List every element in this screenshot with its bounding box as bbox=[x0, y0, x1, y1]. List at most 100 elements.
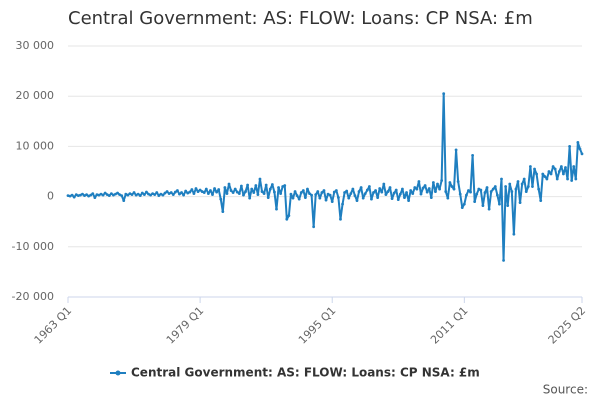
point bbox=[580, 152, 584, 156]
point bbox=[394, 188, 398, 192]
point bbox=[328, 193, 332, 197]
point bbox=[384, 193, 388, 196]
point bbox=[388, 186, 392, 189]
point bbox=[209, 189, 212, 192]
point bbox=[487, 207, 491, 211]
point bbox=[138, 194, 142, 197]
point bbox=[438, 187, 441, 191]
point bbox=[345, 189, 349, 193]
point bbox=[376, 196, 380, 200]
x-tick-label: 2011 Q1 bbox=[428, 304, 471, 347]
point bbox=[479, 188, 483, 192]
point bbox=[341, 202, 344, 206]
point bbox=[301, 189, 305, 192]
point bbox=[564, 166, 567, 169]
point bbox=[541, 172, 545, 176]
point bbox=[153, 193, 157, 196]
point bbox=[101, 193, 105, 197]
point bbox=[260, 190, 264, 193]
point bbox=[436, 182, 439, 186]
point bbox=[469, 190, 472, 194]
point bbox=[572, 165, 576, 168]
chart-title: Central Government: AS: FLOW: Loans: CP … bbox=[68, 8, 533, 29]
point bbox=[421, 186, 425, 190]
point bbox=[374, 189, 377, 192]
point bbox=[454, 148, 458, 152]
point bbox=[343, 191, 347, 194]
point bbox=[295, 194, 299, 197]
legend-label: Central Government: AS: FLOW: Loans: CP … bbox=[131, 366, 480, 380]
point bbox=[370, 197, 373, 201]
point bbox=[279, 192, 283, 195]
point bbox=[578, 147, 582, 151]
point bbox=[334, 189, 338, 192]
y-tick-label: 20 000 bbox=[16, 89, 55, 102]
point bbox=[493, 185, 497, 188]
point bbox=[562, 172, 565, 176]
point bbox=[89, 193, 93, 197]
point bbox=[547, 170, 551, 173]
point bbox=[398, 192, 402, 196]
point bbox=[500, 177, 503, 181]
point bbox=[339, 217, 342, 221]
point bbox=[508, 182, 512, 186]
point bbox=[196, 190, 200, 193]
point bbox=[322, 189, 326, 192]
point bbox=[401, 187, 404, 191]
point bbox=[367, 185, 371, 188]
point bbox=[471, 154, 474, 157]
point bbox=[194, 187, 198, 190]
point bbox=[403, 196, 406, 200]
point bbox=[169, 191, 173, 194]
point bbox=[357, 190, 361, 193]
point bbox=[70, 193, 74, 197]
point bbox=[235, 190, 239, 194]
point bbox=[246, 183, 249, 187]
point bbox=[231, 191, 235, 194]
point bbox=[155, 191, 159, 194]
point bbox=[229, 189, 233, 192]
point bbox=[504, 185, 508, 188]
point bbox=[227, 182, 231, 186]
point bbox=[107, 194, 111, 197]
point bbox=[528, 165, 532, 168]
point bbox=[423, 184, 427, 187]
point bbox=[545, 177, 549, 181]
point bbox=[314, 193, 318, 196]
point bbox=[473, 200, 477, 204]
point bbox=[277, 186, 280, 189]
point bbox=[516, 180, 520, 183]
point bbox=[202, 191, 206, 194]
point bbox=[462, 202, 466, 206]
point bbox=[204, 187, 208, 191]
point bbox=[409, 189, 413, 192]
point bbox=[122, 199, 126, 203]
point bbox=[543, 175, 547, 178]
point bbox=[337, 196, 340, 200]
point bbox=[533, 167, 536, 171]
point bbox=[510, 190, 514, 193]
x-tick-label: 1995 Q1 bbox=[296, 304, 339, 347]
point bbox=[81, 192, 84, 196]
point bbox=[372, 191, 375, 194]
point bbox=[386, 190, 390, 193]
x-tick-label: 1979 Q1 bbox=[164, 304, 207, 347]
point bbox=[254, 184, 258, 187]
point bbox=[85, 193, 88, 196]
point bbox=[448, 181, 452, 184]
point bbox=[361, 196, 365, 200]
point bbox=[184, 189, 188, 193]
point bbox=[116, 191, 119, 195]
point bbox=[559, 165, 563, 168]
point bbox=[217, 188, 221, 191]
point bbox=[320, 191, 324, 194]
point bbox=[555, 177, 559, 181]
point bbox=[221, 210, 225, 214]
point bbox=[450, 185, 454, 188]
point bbox=[145, 190, 148, 194]
point bbox=[233, 187, 237, 191]
point bbox=[425, 190, 429, 194]
point bbox=[349, 192, 353, 195]
point bbox=[365, 188, 369, 192]
